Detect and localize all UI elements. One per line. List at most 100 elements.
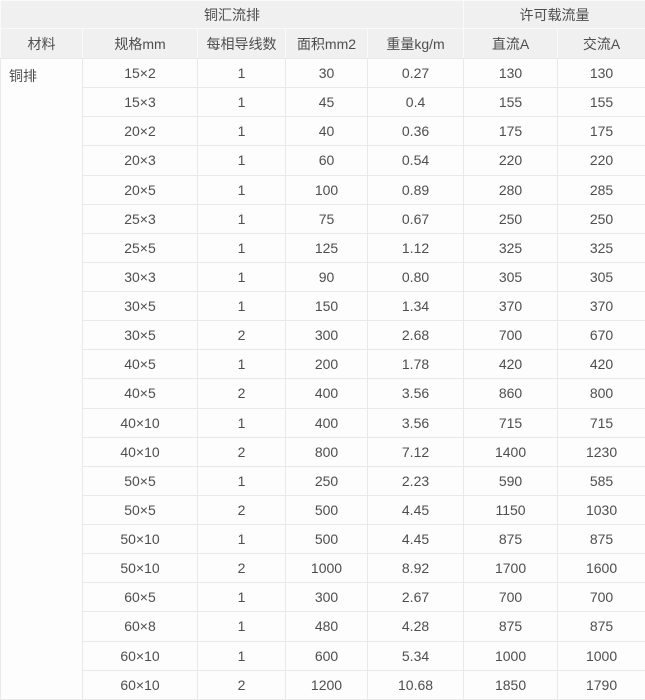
table-cell: 250 [463,203,559,234]
table-cell: 1 [197,261,286,293]
table-cell: 15×3 [82,87,198,118]
table-cell: 220 [557,145,645,176]
table-cell: 700 [463,582,559,613]
table-cell: 150 [285,290,368,322]
table-row: 60×8 1 480 4.28 875 875 [1,611,645,642]
table-row: 15×3 1 45 0.4 155 155 [1,87,645,118]
table-cell: 590 [463,465,559,496]
table-cell: 700 [463,320,559,351]
table-cell: 370 [557,290,645,322]
column-header-3: 面积mm2 [285,28,368,59]
table-cell: 4.45 [366,494,465,526]
table-cell: 585 [557,465,645,496]
table-cell: 60×8 [82,611,198,642]
table-cell: 325 [557,232,645,263]
table-cell: 50×10 [82,523,198,555]
table-cell: 325 [463,232,559,263]
table-cell: 1 [197,465,286,496]
table-row: 50×10 1 500 4.45 875 875 [1,523,645,555]
table-row: 40×5 1 200 1.78 420 420 [1,349,645,380]
table-cell: 100 [285,174,368,205]
table-cell: 300 [285,582,368,613]
table-cell: 30×3 [82,261,198,293]
table-cell: 420 [557,349,645,380]
table-cell: 1850 [463,669,559,700]
table-row: 40×10 1 400 3.56 715 715 [1,407,645,438]
column-header-4: 重量kg/m [366,28,465,59]
table-cell: 5.34 [366,640,465,671]
table-row: 30×3 1 90 0.80 305 305 [1,261,645,293]
table-row: 60×10 2 1200 10.68 1850 1790 [1,669,645,700]
table-cell: 200 [285,349,368,380]
table-cell: 1600 [557,553,645,584]
table-cell: 305 [557,261,645,293]
table-cell: 250 [557,203,645,234]
table-cell: 220 [463,145,559,176]
column-header-2: 每相导线数 [197,28,286,59]
table-cell: 4.45 [366,523,465,555]
table-cell: 670 [557,320,645,351]
table-cell: 300 [285,320,368,351]
table-cell: 1 [197,290,286,322]
table-row: 50×5 2 500 4.45 1150 1030 [1,494,645,526]
column-header-0: 材料 [0,28,83,59]
table-cell: 1 [197,145,286,176]
table-cell: 1 [197,349,286,380]
table-cell: 500 [285,494,368,526]
table-cell: 875 [463,611,559,642]
table-cell: 130 [463,57,559,89]
table-row: 20×5 1 100 0.89 280 285 [1,174,645,205]
table-cell: 280 [463,174,559,205]
material-cell: 铜排 [0,58,83,700]
table-cell: 1 [197,116,286,147]
table-cell: 60×5 [82,582,198,613]
header-group-allowed-ampacity: 许可载流量 [463,0,645,29]
table-cell: 800 [285,436,368,467]
table-cell: 1 [197,640,286,671]
table-cell: 400 [285,378,368,409]
table-cell: 400 [285,407,368,438]
table-cell: 2 [197,494,286,526]
table-cell: 1230 [557,436,645,467]
table-cell: 90 [285,261,368,293]
table-cell: 2 [197,553,286,584]
table-cell: 875 [557,611,645,642]
table-cell: 155 [463,87,559,118]
table-cell: 0.80 [366,261,465,293]
table-row: 40×5 2 400 3.56 860 800 [1,378,645,409]
column-header-6: 交流A [557,28,645,59]
table-cell: 50×10 [82,553,198,584]
table-row: 50×5 1 250 2.23 590 585 [1,465,645,496]
table-cell: 50×5 [82,465,198,496]
table-cell: 1 [197,611,286,642]
table-cell: 500 [285,523,368,555]
table-cell: 480 [285,611,368,642]
table-row: 20×2 1 40 0.36 175 175 [1,116,645,147]
table-cell: 800 [557,378,645,409]
table-cell: 45 [285,87,368,118]
table-cell: 130 [557,57,645,89]
table-row: 25×5 1 125 1.12 325 325 [1,232,645,263]
table-cell: 50×5 [82,494,198,526]
table-cell: 1790 [557,669,645,700]
table-cell: 1000 [285,553,368,584]
table-cell: 1 [197,232,286,263]
table-cell: 40×5 [82,378,198,409]
table-row: 50×10 2 1000 8.92 1700 1600 [1,553,645,584]
table-cell: 1 [197,174,286,205]
table-cell: 1700 [463,553,559,584]
table-cell: 1 [197,407,286,438]
table-cell: 1.12 [366,232,465,263]
table-cell: 1030 [557,494,645,526]
table-cell: 20×2 [82,116,198,147]
table-cell: 8.92 [366,553,465,584]
table-cell: 20×5 [82,174,198,205]
table-row: 30×5 2 300 2.68 700 670 [1,320,645,351]
table-cell: 285 [557,174,645,205]
table-cell: 1400 [463,436,559,467]
table-cell: 2.68 [366,320,465,351]
table-cell: 60 [285,145,368,176]
table-cell: 30×5 [82,290,198,322]
table-cell: 155 [557,87,645,118]
